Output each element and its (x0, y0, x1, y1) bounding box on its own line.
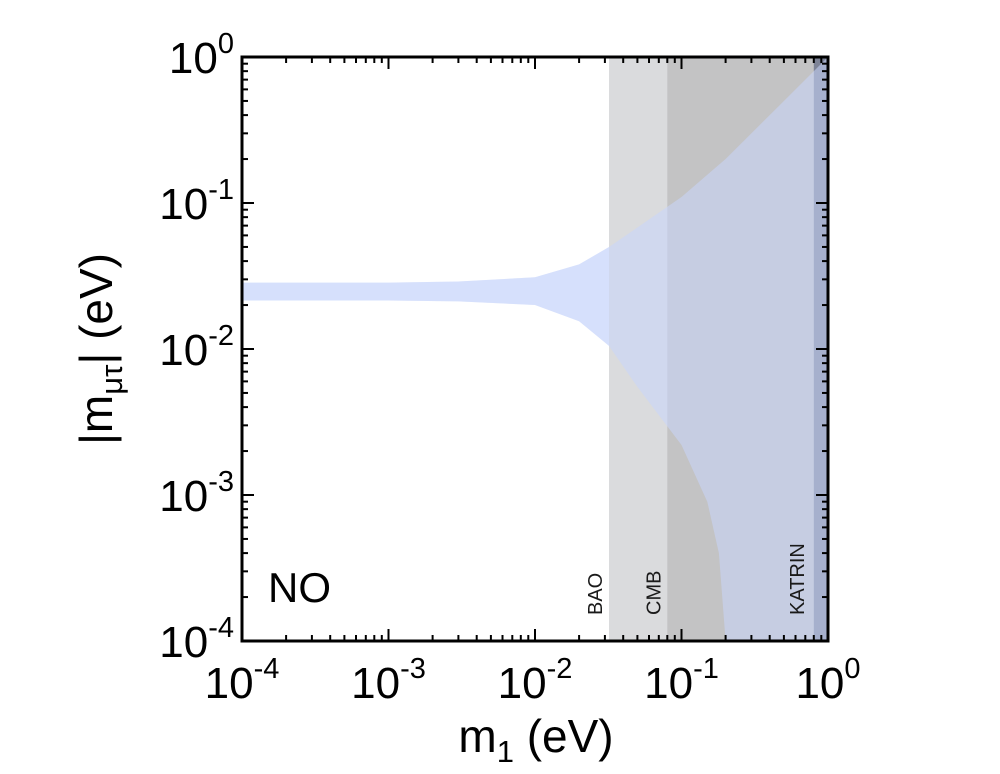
plot-frame (240, 55, 830, 643)
x-tick-label: 10-4 (205, 653, 280, 708)
y-tick-label: 10-4 (159, 612, 234, 667)
allowed-region-area (242, 57, 828, 641)
y-tick-label: 10-2 (159, 320, 234, 375)
band-labels: BAO CMB KATRIN (585, 543, 809, 615)
tick-labels: 10-4 10-3 10-2 10-1 100 100 10-1 10-2 10-3 10-4 (159, 28, 860, 708)
allowed-region-area-left (242, 246, 610, 346)
x-tick-label: 10-1 (644, 653, 719, 708)
x-tick-label: 10-3 (351, 653, 426, 708)
band-label-cmb: CMB (643, 571, 665, 615)
y-axis-label: |mμτ| (eV) (70, 253, 129, 445)
allowed-region (242, 57, 828, 641)
x-axis-label: m1 (eV) (458, 710, 613, 769)
x-tick-label: 100 (795, 653, 860, 708)
y-tick-label: 10-3 (159, 466, 234, 521)
y-tick-label: 100 (169, 28, 234, 83)
x-tick-label: 10-2 (498, 653, 573, 708)
band-label-katrin: KATRIN (787, 543, 809, 615)
panel-label: NO (268, 564, 331, 611)
band-label-bao: BAO (585, 573, 607, 615)
y-tick-label: 10-1 (159, 174, 234, 229)
